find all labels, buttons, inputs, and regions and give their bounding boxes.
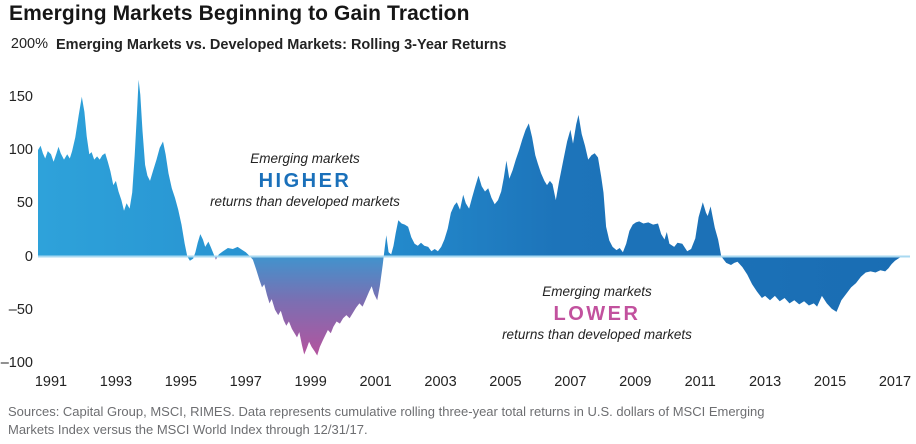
y-tick-label: 0 (24, 248, 33, 265)
annotation-higher: Emerging markets HIGHER returns than dev… (175, 151, 435, 210)
annotation-higher-word: HIGHER (258, 170, 352, 192)
x-tick-label: 2011 (684, 374, 716, 390)
area-segment-negative (250, 256, 384, 356)
area-segment-positive (217, 246, 250, 257)
x-tick-label: 2015 (813, 374, 847, 390)
x-tick-label: 2009 (619, 374, 652, 390)
source-note-line2: Markets Index versus the MSCI World Inde… (8, 422, 368, 437)
area-segment-positive (193, 234, 215, 257)
y-tick-label: –100 (0, 355, 33, 371)
x-tick-label: 2017 (878, 374, 912, 390)
source-note: Sources: Capital Group, MSCI, RIMES. Dat… (8, 403, 764, 439)
x-tick-label: 1997 (229, 374, 262, 390)
x-tick-label: 2005 (489, 374, 522, 390)
y-tick-label: 150 (8, 88, 33, 105)
page-title: Emerging Markets Beginning to Gain Tract… (9, 2, 470, 25)
annotation-higher-line2: returns than developed markets (210, 194, 400, 209)
x-tick-label: 1993 (99, 374, 133, 390)
annotation-lower-word: LOWER (553, 303, 641, 325)
annotation-lower-line2: returns than developed markets (502, 327, 692, 342)
y-tick-label: 50 (16, 195, 33, 212)
annotation-higher-line1: Emerging markets (250, 151, 360, 166)
x-tick-label: 2007 (554, 374, 587, 390)
chart-subtitle: Emerging Markets vs. Developed Markets: … (56, 37, 507, 53)
y-tick-label: 100 (8, 142, 33, 158)
area-segment-positive (38, 79, 194, 261)
x-tick-label: 1999 (294, 374, 327, 390)
y-tick-label: 200% (10, 35, 48, 52)
source-note-line1: Sources: Capital Group, MSCI, RIMES. Dat… (8, 404, 765, 419)
annotation-lower: Emerging markets LOWER returns than deve… (467, 284, 727, 343)
annotation-lower-line1: Emerging markets (542, 284, 652, 299)
area-segment-positive (383, 114, 902, 312)
x-tick-label: 1991 (34, 374, 68, 390)
y-tick-label: –50 (8, 301, 33, 318)
x-tick-label: 2003 (424, 374, 457, 390)
x-tick-label: 1995 (164, 374, 197, 390)
x-tick-label: 2001 (359, 374, 392, 390)
x-tick-label: 2013 (748, 374, 782, 390)
